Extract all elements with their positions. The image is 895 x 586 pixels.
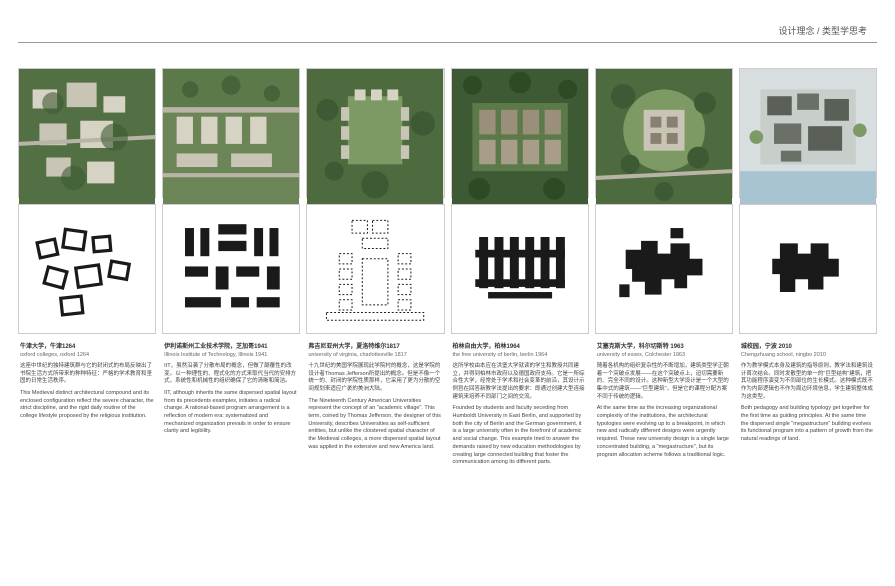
title-en: university of virginia, charlottesville … xyxy=(308,352,442,359)
body-en: This Medieval distinct architectural com… xyxy=(20,390,154,421)
column-iit: 伊利诺斯州工业技术学院，芝加哥1941 Illinois Institute o… xyxy=(162,68,300,467)
body-zh: 随着各机构的组织复杂性的不断增加，建筑类型学正朝着一个突破点发展——在这个突破点… xyxy=(597,363,731,401)
title-zh: 城校园，宁波 2010 xyxy=(741,344,875,352)
breadcrumb: 设计理念 / 类型学思考 xyxy=(778,24,867,37)
title-zh: 伊利诺斯州工业技术学院，芝加哥1941 xyxy=(164,344,298,352)
aerial-oxford xyxy=(18,68,156,198)
aerial-essex xyxy=(595,68,733,198)
title-en: university of essex, Colchester 1963 xyxy=(597,352,731,359)
caption-oxford: 牛津大学，牛津1264 oxford colleges, oxford 1264… xyxy=(18,340,156,421)
title-en: Chengzhuang school, ningbo 2010 xyxy=(741,352,875,359)
body-en: Both pedagogy and building typology get … xyxy=(741,405,875,443)
body-zh: 这座中世纪的独特建筑群与它的封闭式的布局反映出了书院生活方式所带来的种种特征：严… xyxy=(20,363,154,386)
title-en: the free university of berlin, berlin 19… xyxy=(453,352,587,359)
caption-virginia: 弗吉尼亚州大学，夏洛特维尔1817 university of virginia… xyxy=(306,340,444,452)
figure-virginia xyxy=(306,204,444,334)
caption-essex: 艾塞克斯大学，科尔切斯特 1963 university of essex, C… xyxy=(595,340,733,459)
body-en: Founded by students and faculty seceding… xyxy=(453,405,587,467)
column-ningbo: 城校园，宁波 2010 Chengzhuang school, ningbo 2… xyxy=(739,68,877,467)
column-berlin: 柏林自由大学，柏林1964 the free university of ber… xyxy=(451,68,589,467)
title-zh: 弗吉尼亚州大学，夏洛特维尔1817 xyxy=(308,344,442,352)
caption-ningbo: 城校园，宁波 2010 Chengzhuang school, ningbo 2… xyxy=(739,340,877,444)
title-zh: 柏林自由大学，柏林1964 xyxy=(453,344,587,352)
aerial-virginia xyxy=(306,68,444,198)
column-essex: 艾塞克斯大学，科尔切斯特 1963 university of essex, C… xyxy=(595,68,733,467)
caption-berlin: 柏林自由大学，柏林1964 the free university of ber… xyxy=(451,340,589,467)
title-zh: 艾塞克斯大学，科尔切斯特 1963 xyxy=(597,344,731,352)
body-zh: IIT，虽然沿袭了分散布局的概念，但做了颠覆性的改变。以一种理性的、程式化的方式… xyxy=(164,363,298,386)
comparison-grid: 牛津大学，牛津1264 oxford colleges, oxford 1264… xyxy=(18,68,877,467)
figure-ningbo xyxy=(739,204,877,334)
title-en: Illinois Institute of Technology, Illino… xyxy=(164,352,298,359)
body-en: IIT, although inherits the same disperse… xyxy=(164,390,298,436)
column-virginia: 弗吉尼亚州大学，夏洛特维尔1817 university of virginia… xyxy=(306,68,444,467)
body-en: At the same time as the increasing organ… xyxy=(597,405,731,459)
body-zh: 作为教学模式本身及建筑的指导原则，教学法和建筑设计首次结合。同时发散型的单一的"… xyxy=(741,363,875,401)
figure-berlin xyxy=(451,204,589,334)
figure-iit xyxy=(162,204,300,334)
column-oxford: 牛津大学，牛津1264 oxford colleges, oxford 1264… xyxy=(18,68,156,467)
title-en: oxford colleges, oxford 1264 xyxy=(20,352,154,359)
body-en: The Nineteenth Century American Universi… xyxy=(308,398,442,452)
aerial-ningbo xyxy=(739,68,877,198)
caption-iit: 伊利诺斯州工业技术学院，芝加哥1941 Illinois Institute o… xyxy=(162,340,300,436)
body-zh: 这所学校由本应在洪堡大学就读的学生和教授共同建立，并得到柏林市政府以及德国政府支… xyxy=(453,363,587,401)
aerial-berlin xyxy=(451,68,589,198)
title-zh: 牛津大学，牛津1264 xyxy=(20,344,154,352)
header-rule xyxy=(18,42,877,43)
figure-oxford xyxy=(18,204,156,334)
aerial-iit xyxy=(162,68,300,198)
figure-essex xyxy=(595,204,733,334)
body-zh: 十九世纪的美国学院展现此学院村的概念，这是学院的设计者Thomas Jeffer… xyxy=(308,363,442,394)
